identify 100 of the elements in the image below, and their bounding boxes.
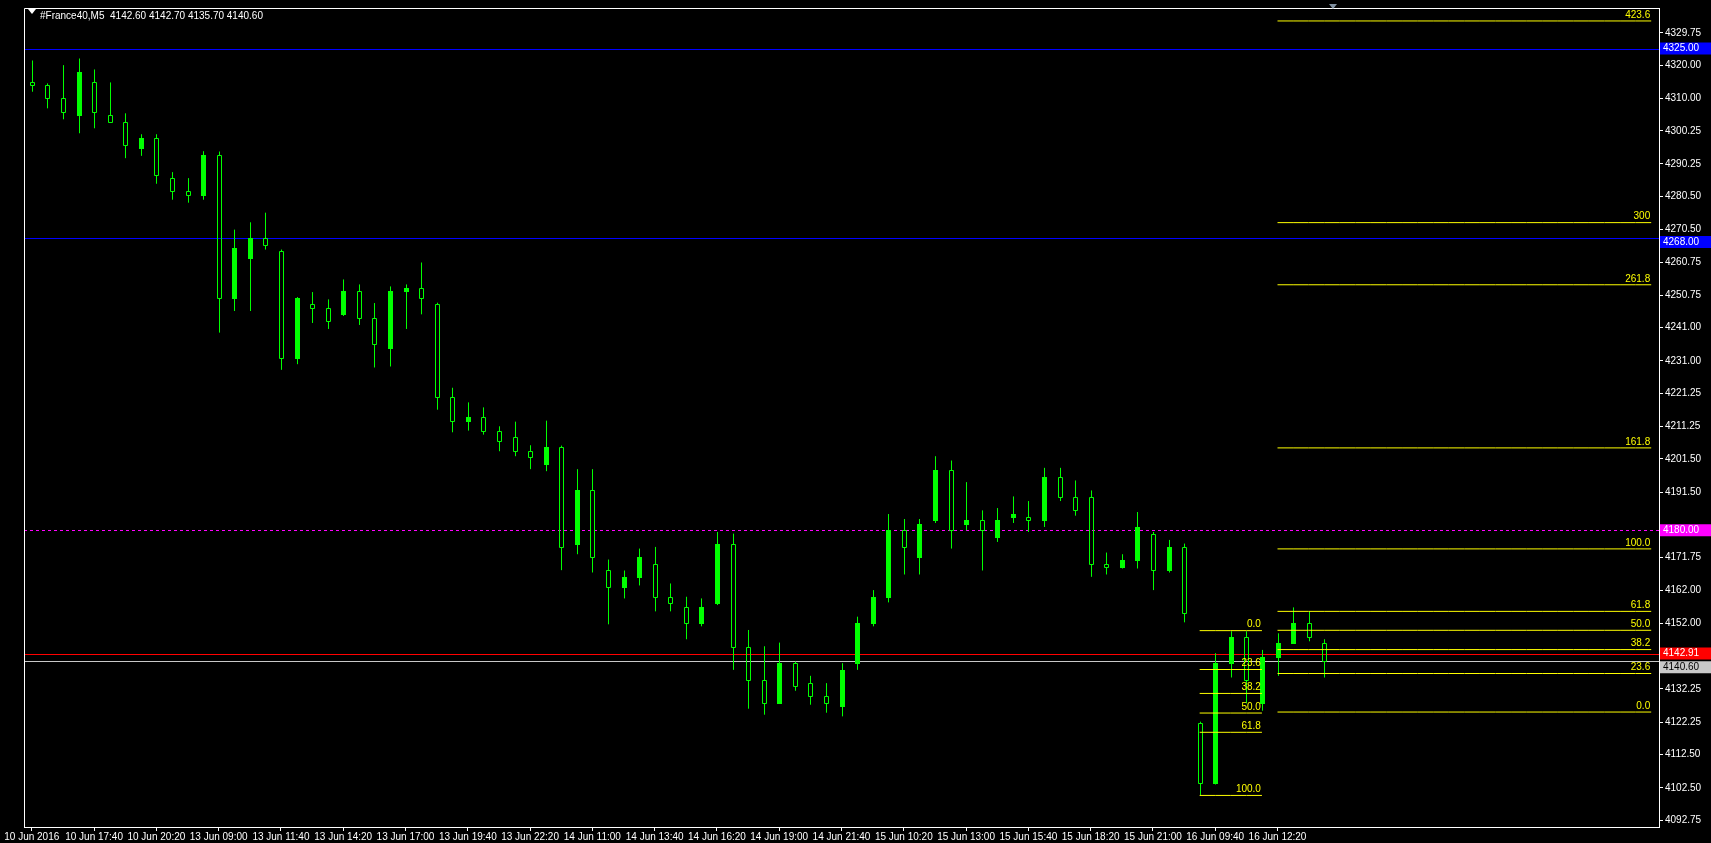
y-tick-label: 4092.75	[1665, 813, 1702, 825]
candlestick	[1260, 649, 1265, 712]
series-label: 0.0	[1247, 618, 1262, 630]
y-tick-label: 4300.25	[1665, 124, 1702, 136]
candlestick	[1089, 489, 1094, 578]
candlestick	[575, 468, 580, 555]
y-tick-label: 4231.00	[1665, 354, 1702, 366]
candlestick	[1229, 630, 1234, 678]
candlestick	[388, 285, 393, 367]
candlestick	[1011, 495, 1016, 524]
candlestick	[45, 82, 50, 109]
candlestick	[279, 249, 284, 371]
x-tick-label: 14 Jun 11:00	[563, 830, 622, 842]
series-label: 300	[1633, 210, 1651, 222]
y-tick-label: 4201.50	[1665, 452, 1702, 464]
candlestick	[1213, 652, 1218, 784]
ref-line-label: 4325.00	[1663, 42, 1700, 54]
series-label: 50.0	[1630, 618, 1651, 630]
ref-line-label: 4268.00	[1663, 235, 1700, 247]
series-label: 423.6	[1625, 8, 1651, 20]
candlestick	[123, 112, 128, 159]
candlestick	[995, 507, 1000, 543]
candlestick	[949, 460, 954, 550]
ref-line-label: 4140.60	[1663, 660, 1700, 672]
candlestick	[357, 283, 362, 326]
candlestick	[404, 283, 409, 330]
x-tick-label: 16 Jun 09:40	[1186, 830, 1245, 842]
candlestick	[419, 262, 424, 315]
candlestick	[232, 229, 237, 312]
y-tick-label: 4329.75	[1665, 26, 1702, 38]
y-tick-label: 4320.00	[1665, 58, 1702, 70]
x-tick-label: 10 Jun 2016	[4, 830, 60, 842]
candlestick	[1322, 638, 1327, 678]
candlestick	[699, 597, 704, 627]
candlestick	[886, 513, 891, 603]
candlestick	[528, 444, 533, 470]
candlestick	[450, 387, 455, 433]
x-tick-label: 15 Jun 15:40	[999, 830, 1058, 842]
series-label: 261.8	[1625, 272, 1651, 284]
candlestick	[310, 291, 315, 324]
candlestick	[513, 421, 518, 457]
x-tick-label: 10 Jun 17:40	[65, 830, 124, 842]
candlestick	[1042, 467, 1047, 528]
series-label: 161.8	[1625, 435, 1651, 447]
candlestick	[61, 64, 66, 120]
y-tick-label: 4280.50	[1665, 190, 1702, 202]
x-tick-label: 15 Jun 10:20	[874, 830, 934, 842]
chart-title: #France40,M5 4142.60 4142.70 4135.70 4140.60	[40, 9, 264, 21]
candlestick	[326, 298, 331, 330]
candlestick	[684, 596, 689, 640]
ref-line-label: 4180.00	[1663, 524, 1700, 536]
candlestick	[341, 278, 346, 315]
candlestick	[1276, 632, 1281, 677]
y-tick-label: 4162.00	[1665, 583, 1702, 595]
series-label: 100.0	[1625, 536, 1651, 548]
series-label: 50.0	[1241, 700, 1262, 712]
candlestick	[559, 445, 564, 571]
series-label: 61.8	[1630, 599, 1651, 611]
candlestick	[933, 455, 938, 524]
candlestick	[855, 616, 860, 671]
x-tick-label: 13 Jun 14:20	[314, 830, 373, 842]
x-tick-label: 15 Jun 21:00	[1124, 830, 1183, 842]
candlestick	[746, 629, 751, 710]
candlestick	[917, 518, 922, 575]
candlestick	[590, 468, 595, 573]
x-tick-label: 14 Jun 16:20	[688, 830, 747, 842]
candlestick	[77, 58, 82, 134]
series-label: 0.0	[1636, 699, 1651, 711]
x-tick-label: 13 Jun 17:00	[376, 830, 435, 842]
candlestick	[1026, 500, 1031, 533]
candlestick	[980, 509, 985, 571]
candlestick	[466, 401, 471, 432]
x-tick-label: 15 Jun 13:00	[937, 830, 996, 842]
candlestick	[731, 533, 736, 671]
candlestick	[1120, 553, 1125, 568]
x-tick-label: 13 Jun 09:00	[189, 830, 248, 842]
candlestick	[170, 171, 175, 201]
y-tick-label: 4270.50	[1665, 223, 1702, 235]
candlestick	[154, 133, 159, 185]
x-tick-label: 13 Jun 11:40	[252, 830, 310, 842]
candlestick	[108, 81, 113, 123]
y-tick-label: 4241.00	[1665, 321, 1702, 333]
candlestick	[762, 645, 767, 716]
y-tick-label: 4221.25	[1665, 387, 1702, 398]
candlestick	[871, 589, 876, 627]
candlestick	[30, 60, 35, 93]
candlestick	[840, 662, 845, 717]
series-label: 38.2	[1630, 637, 1651, 649]
y-tick-label: 4102.50	[1665, 781, 1702, 793]
y-tick-label: 4171.75	[1665, 551, 1702, 563]
candlestick	[139, 133, 144, 157]
x-tick-label: 14 Jun 21:40	[812, 830, 871, 842]
candlestick	[1151, 531, 1156, 591]
candlestick	[544, 420, 549, 472]
x-tick-label: 16 Jun 12:20	[1248, 830, 1307, 842]
candlestick	[497, 425, 502, 452]
x-tick-label: 13 Jun 22:20	[501, 830, 560, 842]
candlestick	[808, 675, 813, 706]
candlestick	[217, 151, 222, 334]
candlestick	[606, 559, 611, 625]
